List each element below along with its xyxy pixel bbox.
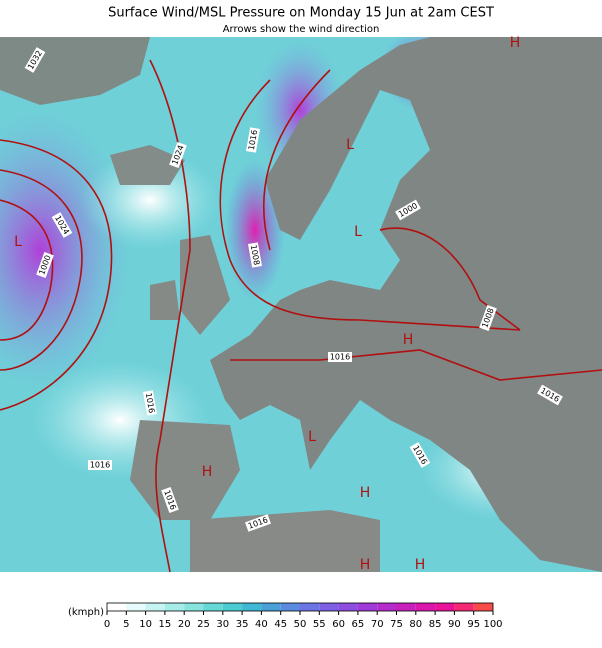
legend-tick-label: 45: [274, 619, 287, 630]
isobar-label-bg: [142, 390, 158, 416]
legend-tick-label: 0: [104, 619, 110, 630]
legend-tick-label: 65: [352, 619, 365, 630]
isobar-label-bg: [88, 460, 112, 470]
colorbar-segment: [222, 603, 243, 611]
isobar-label: 1016: [330, 353, 350, 362]
isobar-label: 1016: [90, 461, 110, 470]
isobar-label-bg: [161, 487, 179, 513]
colorbar-segment: [454, 603, 474, 611]
isobar-label-bg: [245, 514, 271, 532]
pressure-center: H: [415, 557, 426, 573]
colorbar-segment: [126, 603, 146, 611]
pressure-center: L: [308, 429, 316, 445]
colorbar-segment: [357, 603, 378, 611]
colorbar-segment: [300, 603, 320, 611]
isobar-label-bg: [24, 47, 46, 73]
colorbar-segment: [107, 603, 127, 611]
legend-tick-label: 50: [294, 619, 307, 630]
isobar-label-bg: [247, 242, 263, 268]
pressure-center: H: [510, 35, 521, 51]
legend-unit: (kmph): [68, 607, 104, 618]
colorbar-segment: [377, 603, 397, 611]
colorbar-segment: [435, 603, 455, 611]
pressure-center: L: [346, 137, 354, 153]
colorbar-segment: [473, 603, 493, 611]
colorbar-segment: [242, 603, 262, 611]
legend-tick-label: 40: [255, 619, 268, 630]
colorbar-segment: [415, 603, 436, 611]
legend-tick-label: 85: [429, 619, 442, 630]
isobar-label-bg: [51, 212, 73, 238]
isobar-label: 1008: [249, 244, 261, 266]
colorbar-segment: [203, 603, 223, 611]
pressure-center: H: [403, 332, 414, 348]
pressure-center: H: [360, 485, 371, 501]
pressure-center: L: [354, 224, 362, 240]
legend-tick-label: 30: [216, 619, 229, 630]
legend-tick-label: 10: [139, 619, 152, 630]
colorbar-segment: [145, 603, 165, 611]
isobar-label-bg: [479, 305, 497, 331]
isobar-label-bg: [169, 142, 187, 168]
title: Surface Wind/MSL Pressure on Monday 15 J…: [108, 6, 494, 21]
isobar-label-bg: [537, 384, 563, 406]
legend-tick-label: 20: [178, 619, 191, 630]
legend-tick-label: 90: [448, 619, 461, 630]
isobar-label-bg: [245, 127, 261, 153]
colorbar-segment: [164, 603, 185, 611]
legend-tick-label: 80: [409, 619, 422, 630]
isobar-label: 1016: [144, 392, 156, 414]
legend-tick-label: 25: [197, 619, 210, 630]
colorbar-segment: [396, 603, 416, 611]
colorbar-segment: [184, 603, 204, 611]
legend-tick-label: 5: [123, 619, 129, 630]
colorbar-segment: [319, 603, 339, 611]
legend-tick-label: 75: [390, 619, 403, 630]
legend-tick-label: 70: [371, 619, 384, 630]
legend: (kmph) 0 5 10 15 20 25 30 35 40 45 50 55 60 65 70 75 80 8…: [68, 602, 503, 630]
colorbar-segment: [280, 603, 300, 611]
isobar-label-bg: [328, 352, 352, 362]
isobar-label-bg: [395, 199, 421, 221]
legend-tick-label: 55: [313, 619, 326, 630]
legend-tick-label: 60: [332, 619, 345, 630]
pressure-center: L: [14, 234, 22, 250]
colorbar-segment: [338, 603, 358, 611]
pressure-center: H: [202, 464, 213, 480]
isobar-label: 1016: [247, 129, 259, 151]
legend-tick-label: 100: [483, 619, 502, 630]
pressure-center: H: [360, 557, 371, 573]
subtitle: Arrows show the wind direction: [223, 24, 380, 35]
isobar-label-bg: [409, 442, 431, 468]
legend-tick-label: 95: [467, 619, 480, 630]
legend-tick-label: 35: [236, 619, 249, 630]
colorbar-segment: [261, 603, 281, 611]
legend-tick-label: 15: [159, 619, 172, 630]
isobar-label-bg: [36, 252, 54, 278]
